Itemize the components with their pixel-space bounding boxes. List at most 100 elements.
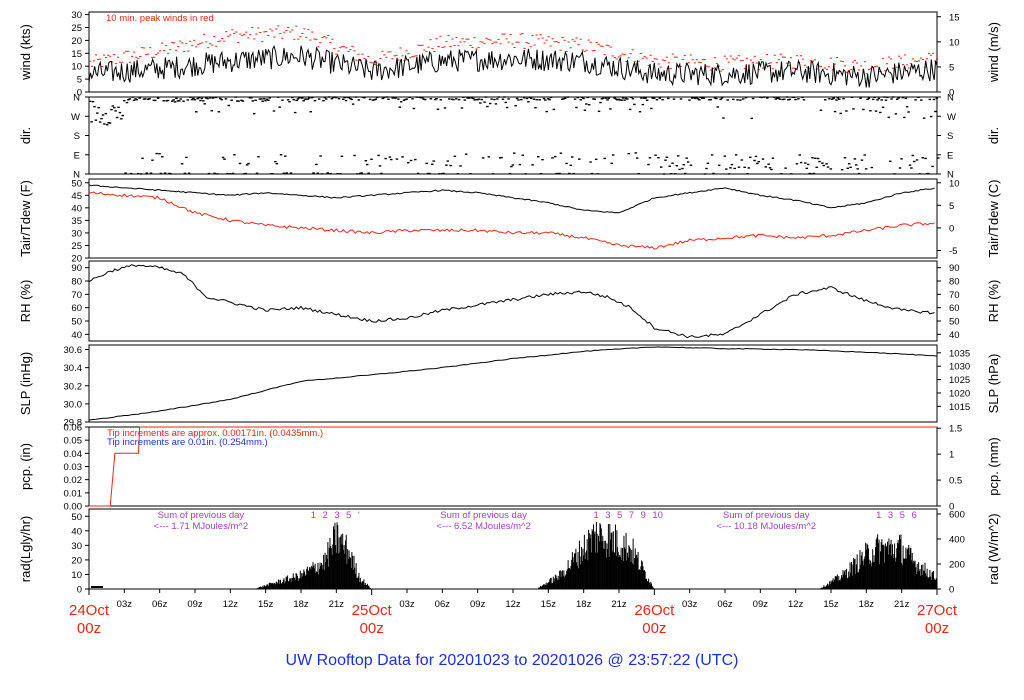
y-axis-label-temperature: Tair/Tdew (F) (18, 180, 33, 257)
y-tick-label-right: 0 (949, 223, 954, 234)
y-tick-label: 30.6 (64, 345, 83, 356)
y-axis-label-radiation: rad(Lgly/hr) (18, 516, 33, 582)
y-tick-label-right: 10 (949, 37, 960, 48)
y-tick-label-right: 50 (949, 317, 960, 328)
dewpoint-line (88, 191, 935, 250)
y-axis-label-wind: wind (kts) (18, 24, 33, 81)
y-tick-label: 15 (71, 49, 82, 60)
panel-frame-direction (88, 96, 938, 175)
y-tick-label: 50 (71, 178, 82, 189)
y-tick-label-right: 200 (949, 559, 965, 570)
mean-wind-line (88, 44, 938, 88)
radiation-hour-marker: 3 (888, 510, 893, 521)
y-tick-label-right: 80 (949, 277, 960, 288)
radiation-hour-marker: 1 (593, 510, 598, 521)
y-tick-label: 30 (71, 10, 82, 21)
y-tick-label-right: 70 (949, 290, 960, 301)
y-tick-label: 0.00 (64, 502, 83, 513)
x-tick-label: 06z (152, 599, 168, 610)
y-tick-label: 25 (71, 23, 82, 34)
x-date-label: 27Oct (917, 602, 958, 619)
dir-tick-label-right: E (947, 150, 953, 161)
x-tick-label: 03z (682, 599, 698, 610)
x-date-label: 24Oct (69, 602, 110, 619)
y-tick-label-right: 10 (949, 178, 960, 189)
y-axis-label-precipitation: pcp. (in) (18, 443, 33, 490)
radiation-hour-marker: ' (358, 510, 360, 521)
y-tick-label-right: 1.5 (949, 424, 962, 435)
x-tick-label: 15z (823, 599, 839, 610)
y-axis-label-right-humidity: RH (%) (986, 280, 1001, 323)
dir-tick-label: S (74, 131, 80, 142)
radiation-sum-title: Sum of previous day (723, 510, 810, 521)
peak-wind-note: 10 min. peak winds in red (106, 13, 214, 24)
y-tick-label-right: 1025 (949, 375, 970, 386)
dir-tick-label: W (71, 112, 80, 123)
radiation-hour-marker: 6 (911, 510, 916, 521)
panel-frame-temperature (88, 178, 938, 259)
y-tick-label: 30 (71, 228, 82, 239)
y-tick-label-right: 0 (949, 585, 954, 596)
y-tick-label: 70 (71, 290, 82, 301)
y-tick-label: 20 (71, 36, 82, 47)
y-axis-label-direction: dir. (18, 127, 33, 144)
y-tick-label: 30 (71, 541, 82, 552)
y-tick-label: 30.2 (64, 381, 83, 392)
y-tick-label-right: 400 (949, 534, 965, 545)
y-axis-label-right-temperature: Tair/Tdew (C) (986, 179, 1001, 257)
y-tick-label-right: 1030 (949, 362, 970, 373)
y-tick-label: 40 (71, 330, 82, 341)
x-tick-label: 12z (788, 599, 804, 610)
x-date-zone-label: 00z (360, 620, 384, 637)
y-tick-label: 0.06 (64, 423, 83, 434)
y-axis-label-pressure: SLP (inHg) (18, 352, 33, 415)
y-tick-label: 60 (71, 303, 82, 314)
x-tick-label: 15z (258, 599, 274, 610)
x-tick-label: 21z (894, 599, 910, 610)
x-date-zone-label: 00z (925, 620, 949, 637)
y-tick-label: 0.05 (64, 436, 83, 447)
y-tick-label-right: 90 (949, 263, 960, 274)
y-tick-label: 0.02 (64, 475, 83, 486)
x-tick-label: 18z (293, 599, 309, 610)
y-tick-label: 45 (71, 191, 82, 202)
x-tick-label: 09z (470, 599, 486, 610)
y-tick-label: 90 (71, 263, 82, 274)
y-tick-label: 0.03 (64, 462, 83, 473)
x-tick-label: 06z (435, 599, 451, 610)
y-axis-label-right-pressure: SLP (hPa) (986, 354, 1001, 414)
x-tick-label: 21z (329, 599, 345, 610)
y-tick-label: 25 (71, 241, 82, 252)
humidity-line (88, 264, 935, 339)
radiation-hour-marker: 7 (629, 510, 634, 521)
dir-tick-label: N (73, 93, 80, 104)
pressure-line (88, 346, 938, 421)
y-tick-label-right: 600 (949, 509, 965, 520)
precip-note-exact: Tip increments are 0.01in. (0.254mm.) (107, 437, 268, 448)
x-date-zone-label: 00z (77, 620, 101, 637)
y-tick-label-right: 60 (949, 303, 960, 314)
y-tick-label: 35 (71, 216, 82, 227)
radiation-hour-marker: 9 (641, 510, 646, 521)
y-axis-label-right-wind: wind (m/s) (986, 22, 1001, 83)
y-tick-label: 50 (71, 317, 82, 328)
y-tick-label-right: 1 (949, 450, 954, 461)
dir-tick-label-right: W (947, 112, 956, 123)
y-tick-label-right: 15 (949, 12, 960, 23)
dir-tick-label-right: S (947, 131, 953, 142)
radiation-hour-marker: 2 (323, 510, 328, 521)
y-tick-label: 40 (71, 203, 82, 214)
dir-tick-label-right: N (947, 93, 954, 104)
y-tick-label-right: 0 (949, 88, 954, 99)
y-tick-label-right: 1020 (949, 388, 970, 399)
panel-frame-humidity (88, 260, 938, 342)
x-tick-label: 03z (399, 599, 415, 610)
footer-title: UW Rooftop Data for 20201023 to 20201026… (286, 652, 739, 669)
y-tick-label: 0.01 (64, 488, 83, 499)
y-tick-label: 30.4 (64, 363, 83, 374)
y-tick-label: 10 (71, 570, 82, 581)
radiation-sum-value: <--- 10.18 MJoules/m^2 (716, 521, 816, 532)
precip-note-approx: Tip increments are approx. 0.00171in. (0… (107, 428, 323, 439)
air-temperature-line (88, 184, 935, 214)
